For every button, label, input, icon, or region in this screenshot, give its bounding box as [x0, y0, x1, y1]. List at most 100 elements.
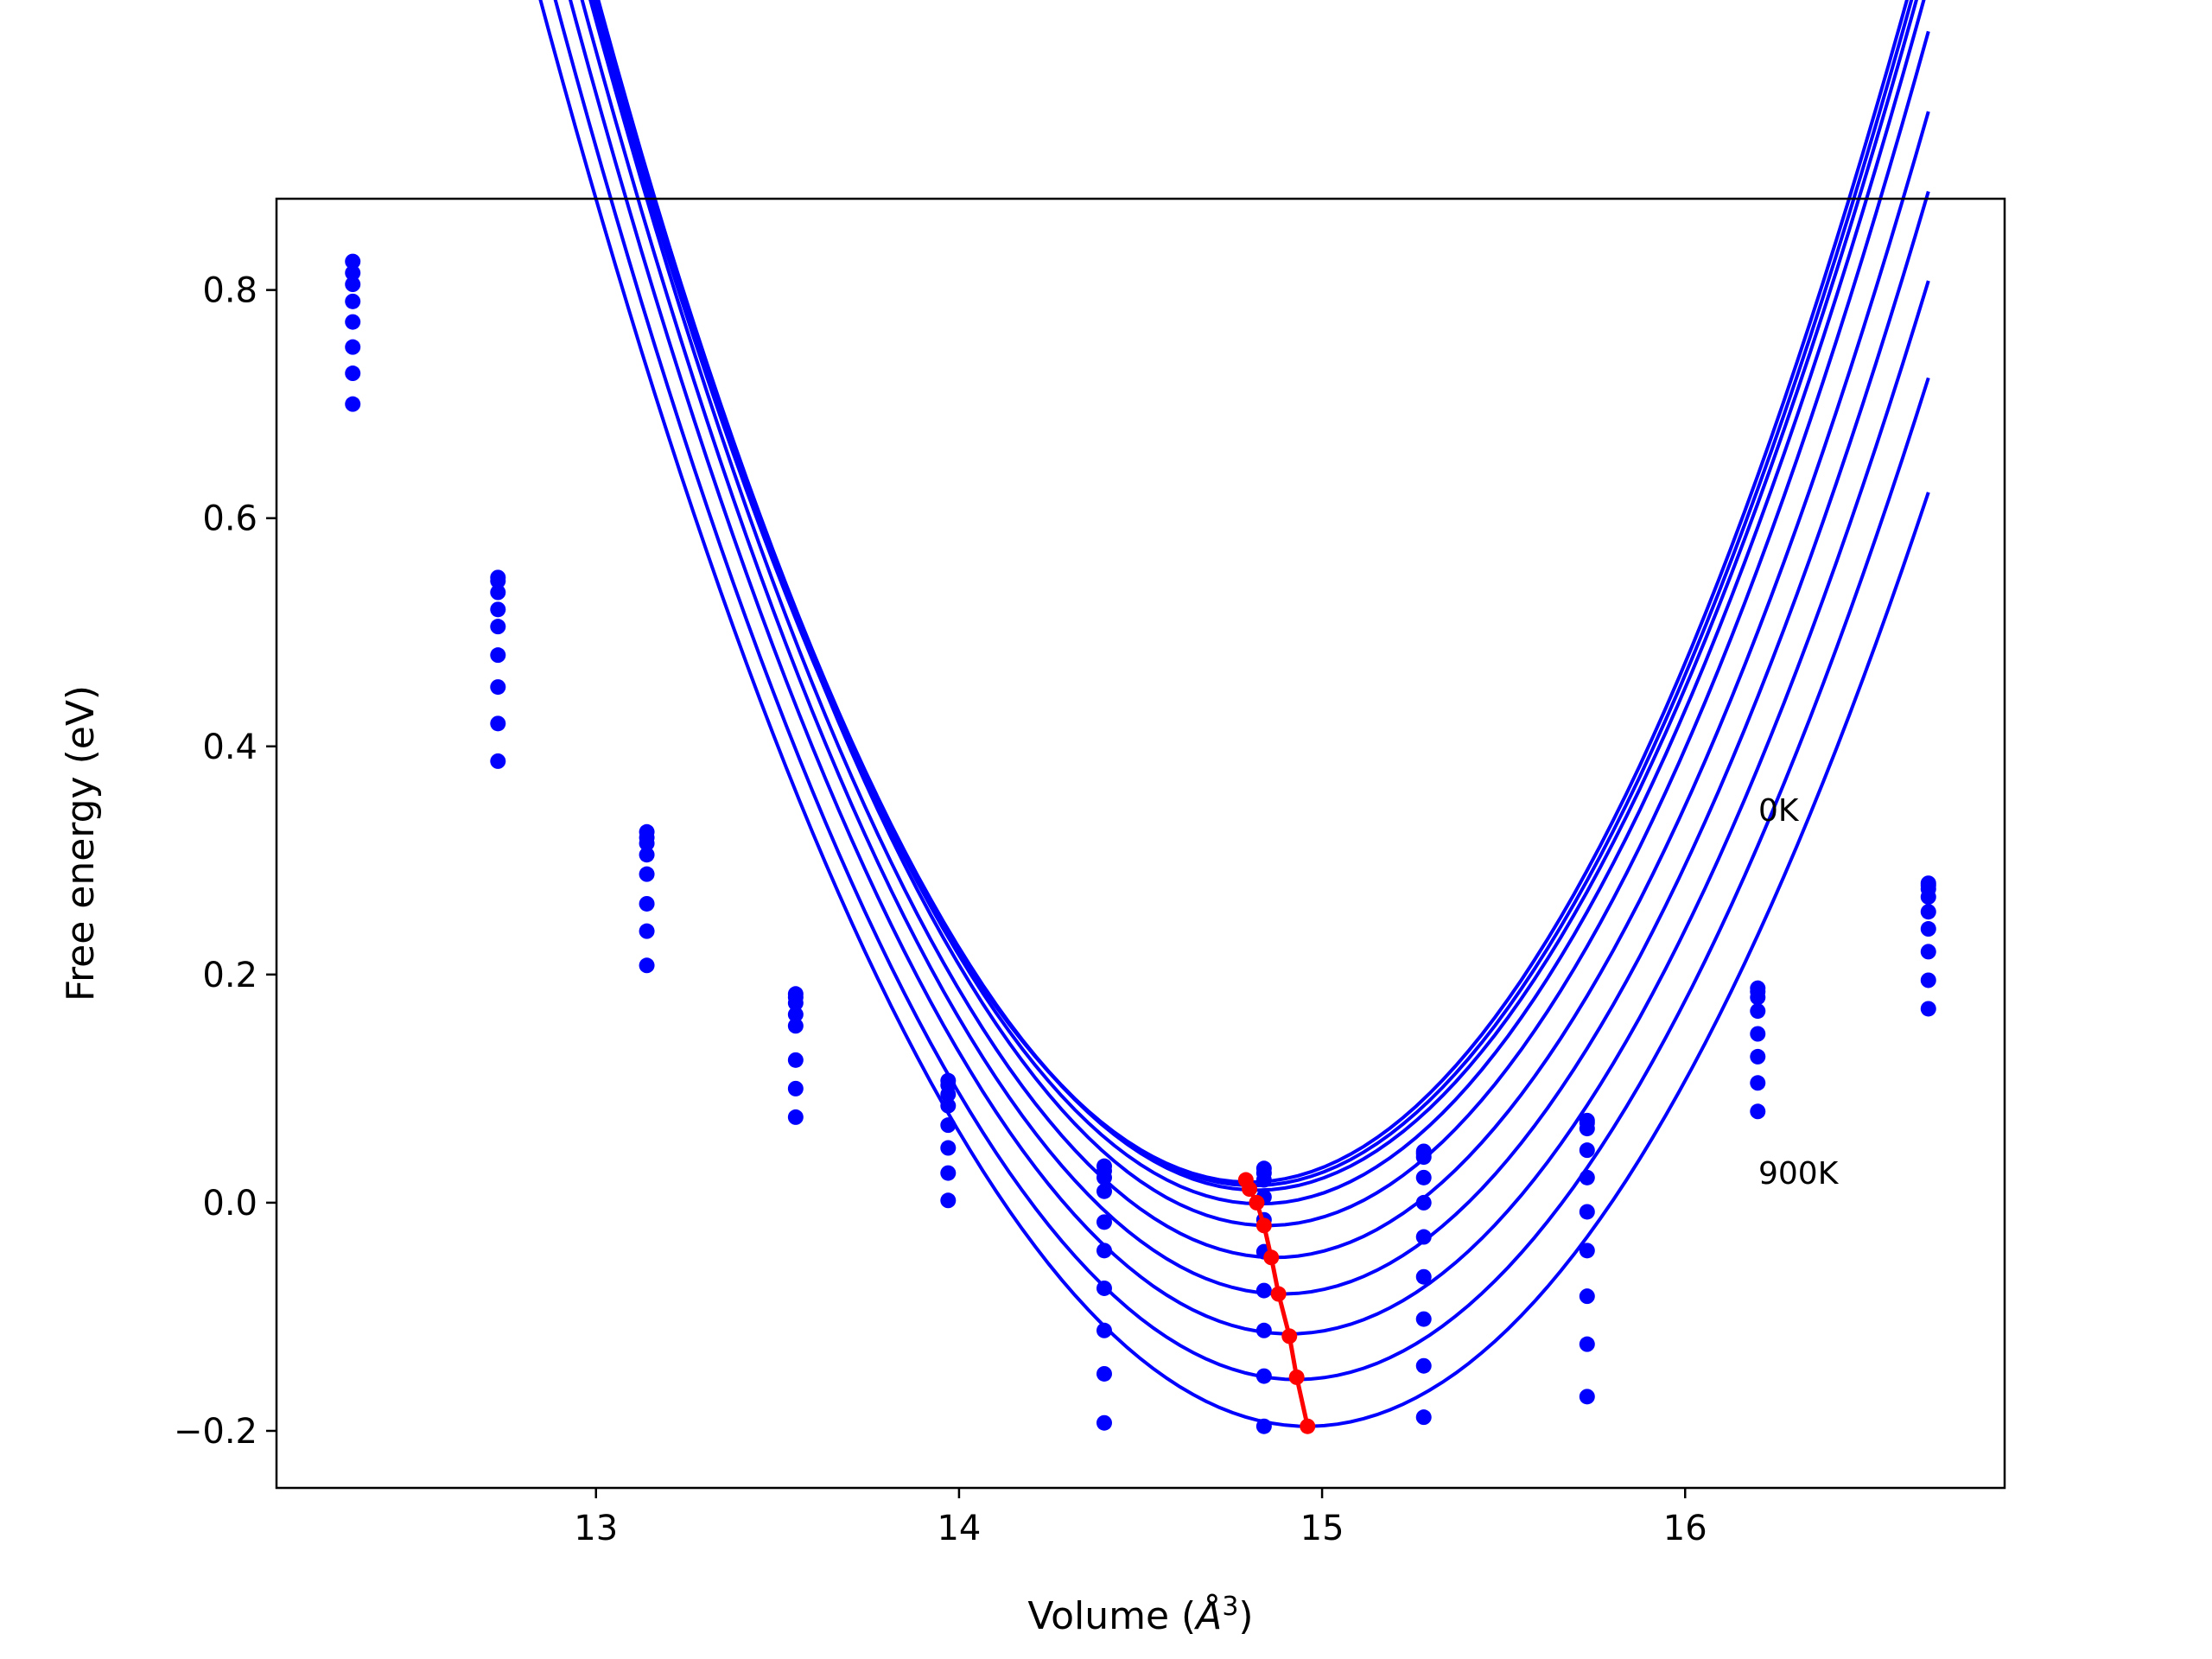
data-point-4-9 — [1750, 1026, 1766, 1042]
data-point-9-5 — [1096, 1414, 1112, 1431]
data-point-9-8 — [1579, 1389, 1595, 1405]
x-axis-label-text: Volume ( — [1027, 1594, 1196, 1638]
data-point-3-7 — [1415, 1169, 1432, 1185]
x-axis-label-unit: Å — [1193, 1592, 1222, 1638]
data-point-3-10 — [1920, 889, 1936, 906]
data-point-2-1 — [490, 584, 506, 601]
data-point-5-9 — [1750, 1048, 1766, 1065]
y-axis-label: Free energy (eV) — [59, 685, 103, 1001]
data-point-6-1 — [490, 679, 506, 696]
y-tick-label-3: 0.4 — [202, 728, 257, 767]
fit-curve-8 — [553, 0, 1930, 1382]
data-point-7-10 — [1920, 972, 1936, 988]
data-point-4-0 — [345, 314, 361, 330]
data-point-2-9 — [1750, 989, 1766, 1006]
data-point-4-8 — [1579, 1169, 1595, 1185]
data-point-6-4 — [940, 1165, 957, 1181]
data-point-3-0 — [345, 293, 361, 309]
minimum-point-5 — [1270, 1286, 1287, 1302]
data-point-3-5 — [1096, 1183, 1112, 1199]
fit-curve-7 — [569, 0, 1930, 1336]
minimum-point-2 — [1249, 1194, 1265, 1211]
data-point-3-8 — [1579, 1142, 1595, 1159]
minimum-point-7 — [1288, 1369, 1305, 1385]
data-point-7-1 — [490, 715, 506, 732]
data-point-7-8 — [1579, 1288, 1595, 1305]
annotation-0k: 0K — [1758, 793, 1800, 829]
data-point-4-3 — [787, 1018, 804, 1034]
fit-curve-6 — [580, 0, 1930, 1296]
data-point-6-6 — [1255, 1282, 1272, 1299]
data-point-7-7 — [1415, 1311, 1432, 1327]
x-axis-label-exponent: 3 — [1222, 1592, 1238, 1622]
data-point-6-7 — [1415, 1268, 1432, 1285]
data-point-6-3 — [787, 1080, 804, 1096]
axes-frame — [275, 197, 2006, 1490]
data-point-7-4 — [940, 1192, 957, 1209]
data-point-5-7 — [1415, 1229, 1432, 1245]
data-point-5-2 — [639, 895, 655, 912]
data-point-5-3 — [787, 1052, 804, 1068]
data-point-1-0 — [345, 264, 361, 281]
data-point-4-10 — [1920, 904, 1936, 920]
data-point-6-5 — [1096, 1280, 1112, 1296]
data-point-4-5 — [1096, 1214, 1112, 1230]
data-point-8-5 — [1096, 1365, 1112, 1382]
data-point-6-8 — [1579, 1243, 1595, 1259]
y-tick-label-5: 0.8 — [202, 271, 257, 311]
data-point-3-2 — [639, 847, 655, 863]
data-point-5-1 — [490, 647, 506, 664]
x-axis-label-close: ) — [1238, 1594, 1253, 1638]
data-point-8-6 — [1255, 1368, 1272, 1384]
fit-curve-5 — [588, 0, 1930, 1260]
data-point-3-3 — [787, 1007, 804, 1023]
data-point-4-2 — [639, 866, 655, 882]
x-tick-label-2: 15 — [1300, 1509, 1344, 1548]
axis-ticks: 13 14 15 16 −0.2 0.0 0.2 0.4 0.6 0.8 — [174, 271, 1707, 1548]
data-point-7-5 — [1096, 1322, 1112, 1338]
x-axis-label: Volume (Å3) — [1027, 1592, 1253, 1638]
data-point-7-2 — [639, 957, 655, 974]
data-point-5-4 — [940, 1140, 957, 1156]
y-tick-label-1: 0.0 — [202, 1184, 257, 1224]
data-point-6-9 — [1750, 1075, 1766, 1091]
data-point-8-8 — [1579, 1336, 1595, 1352]
data-point-9-6 — [1255, 1418, 1272, 1434]
x-tick-label-0: 13 — [574, 1509, 618, 1548]
x-tick-label-1: 14 — [937, 1509, 981, 1548]
y-tick-label-2: 0.2 — [202, 956, 257, 995]
data-point-4-1 — [490, 619, 506, 635]
annotation-900k: 900K — [1758, 1156, 1840, 1192]
x-tick-label-3: 16 — [1663, 1509, 1707, 1548]
data-point-6-0 — [345, 365, 361, 382]
minimum-point-3 — [1255, 1217, 1272, 1234]
data-point-2-8 — [1579, 1121, 1595, 1137]
data-point-0-0 — [345, 253, 361, 270]
data-point-8-7 — [1415, 1357, 1432, 1374]
plot-area — [345, 0, 1936, 1434]
data-point-2-3 — [787, 995, 804, 1011]
y-tick-label-4: 0.6 — [202, 499, 257, 539]
minimum-point-8 — [1300, 1418, 1316, 1434]
minimum-point-6 — [1281, 1328, 1298, 1344]
data-point-5-8 — [1579, 1204, 1595, 1220]
minimum-point-1 — [1242, 1181, 1258, 1198]
data-point-2-2 — [639, 836, 655, 851]
y-tick-label-0: −0.2 — [174, 1412, 257, 1452]
data-point-5-0 — [345, 339, 361, 355]
data-point-3-1 — [490, 601, 506, 618]
data-point-4-4 — [940, 1117, 957, 1134]
fit-curve-1 — [593, 0, 1914, 1188]
data-point-2-7 — [1415, 1149, 1432, 1166]
data-point-5-10 — [1920, 921, 1936, 938]
data-point-9-7 — [1415, 1409, 1432, 1426]
data-point-7-9 — [1750, 1103, 1766, 1120]
data-point-3-9 — [1750, 1003, 1766, 1020]
data-point-6-10 — [1920, 944, 1936, 960]
data-point-2-4 — [940, 1086, 957, 1103]
data-point-2-0 — [345, 276, 361, 293]
data-point-7-0 — [345, 396, 361, 412]
fit-curve-9 — [538, 0, 1930, 1428]
